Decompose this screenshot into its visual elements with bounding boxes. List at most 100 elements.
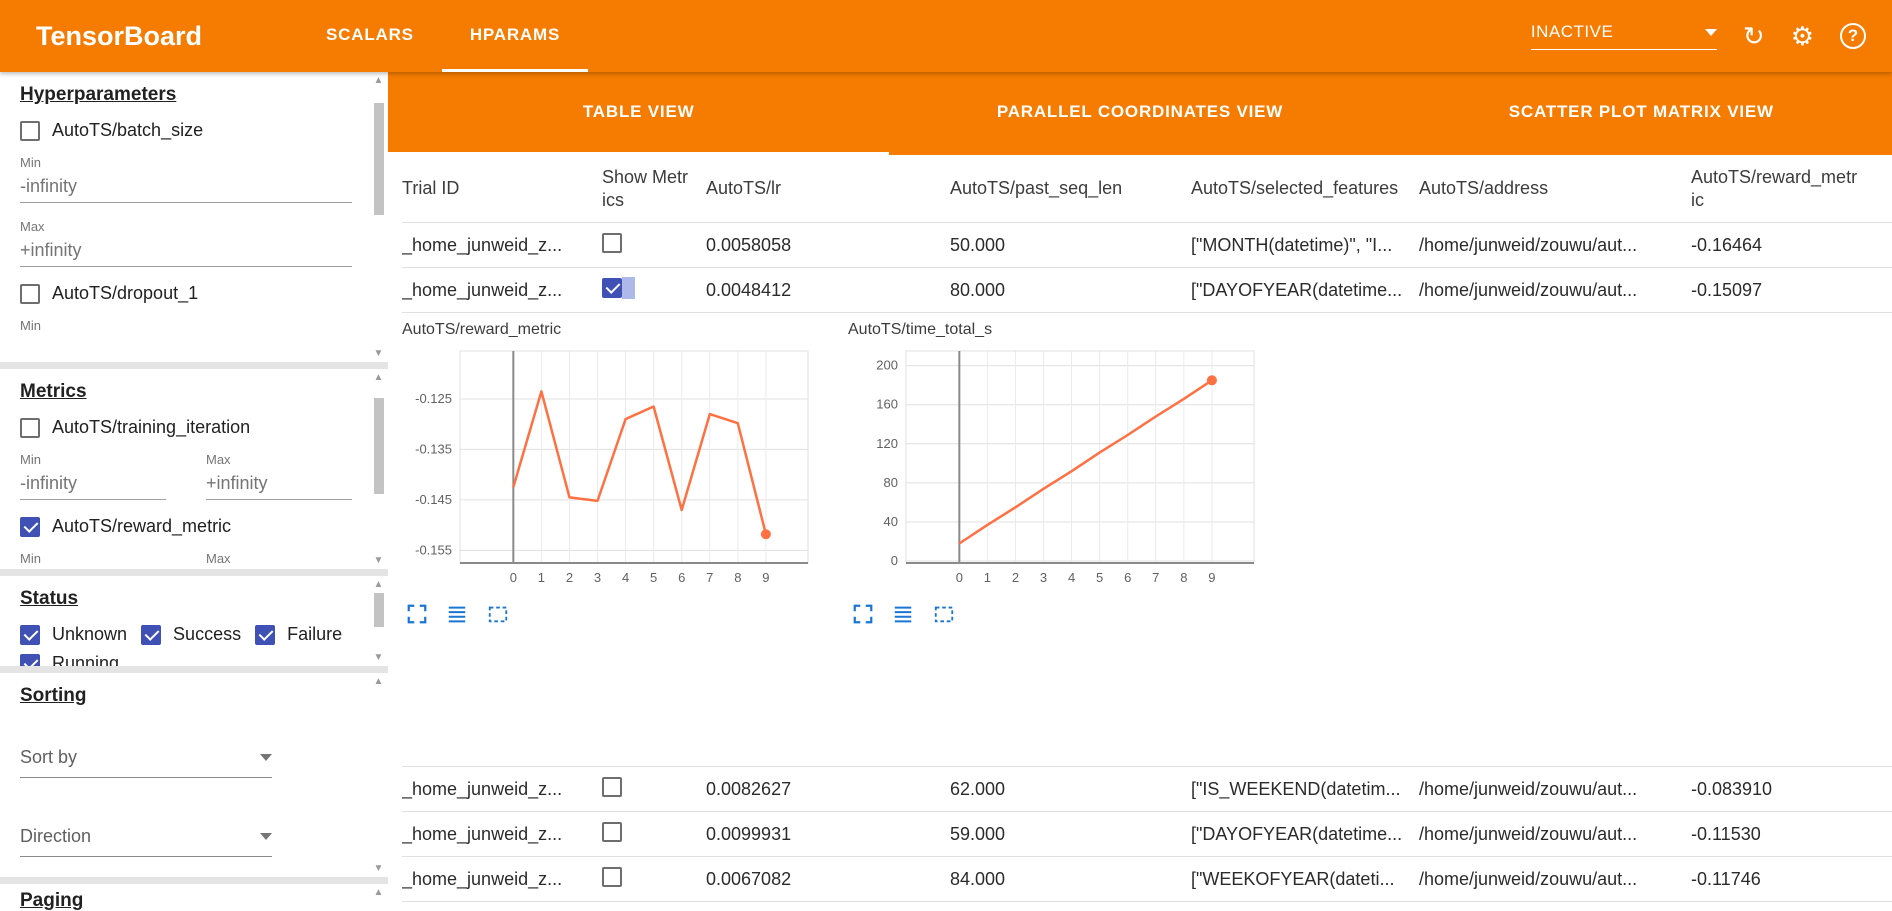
scroll-down-icon[interactable]: ▼ bbox=[373, 863, 384, 874]
hparam-row-dropout-1[interactable]: AutoTS/dropout_1 bbox=[20, 283, 368, 304]
past-seq-len-cell: 50.000 bbox=[950, 234, 1006, 255]
max-label: Max bbox=[206, 452, 231, 467]
scrollbar[interactable]: ▲ ▼ bbox=[371, 75, 386, 359]
log-scale-lines-icon[interactable] bbox=[892, 603, 914, 625]
checkbox-label: AutoTS/batch_size bbox=[52, 120, 204, 140]
chart-actions bbox=[406, 603, 834, 625]
fit-domain-dashed-box-icon[interactable] bbox=[486, 603, 510, 625]
scrollbar[interactable]: ▲ ▼ bbox=[371, 372, 386, 566]
scroll-down-icon[interactable]: ▼ bbox=[373, 348, 384, 359]
settings-gear-icon[interactable]: ⚙ bbox=[1790, 21, 1814, 51]
address-cell: /home/junweid/zouwu/aut... bbox=[1419, 279, 1638, 300]
min-input[interactable]: -infinity bbox=[20, 473, 166, 500]
tab-hparams[interactable]: HPARAMS bbox=[441, 0, 589, 72]
direction-label: Direction bbox=[20, 826, 92, 846]
scroll-up-icon[interactable]: ▲ bbox=[373, 372, 384, 383]
chart-title: AutoTS/time_total_s bbox=[848, 321, 993, 338]
fit-domain-dashed-box-icon[interactable] bbox=[932, 603, 956, 625]
table-row: _home_junweid_z... 0.0067082 84.000 ["WE… bbox=[402, 857, 1892, 902]
status-title: Status bbox=[20, 588, 79, 609]
scrollbar[interactable]: ▲ bbox=[371, 887, 386, 911]
refresh-icon[interactable]: ↻ bbox=[1742, 21, 1765, 51]
metric-row-training-iteration[interactable]: AutoTS/training_iteration bbox=[20, 417, 368, 438]
tab-scalars[interactable]: SCALARS bbox=[326, 24, 414, 44]
column-header-lr: AutoTS/lr bbox=[706, 178, 782, 199]
svg-text:1: 1 bbox=[538, 570, 545, 585]
help-icon[interactable]: ? bbox=[1840, 23, 1866, 49]
past-seq-len-cell: 80.000 bbox=[950, 279, 1006, 300]
expand-icon[interactable] bbox=[852, 603, 874, 625]
log-scale-lines-icon[interactable] bbox=[446, 603, 468, 625]
tab-scatter-plot-matrix-view[interactable]: SCATTER PLOT MATRIX VIEW bbox=[1508, 102, 1774, 121]
checkbox-icon[interactable] bbox=[20, 283, 40, 304]
selected-features-cell: ["WEEKOFYEAR(dateti... bbox=[1191, 868, 1395, 889]
trial-id-cell: _home_junweid_z... bbox=[402, 868, 563, 889]
lr-cell: 0.0048412 bbox=[706, 279, 792, 300]
view-tabs: TABLE VIEW PARALLEL COORDINATES VIEW SCA… bbox=[388, 72, 1892, 155]
scroll-up-icon[interactable]: ▲ bbox=[373, 75, 384, 86]
status-row-failure[interactable]: Failure bbox=[255, 624, 342, 645]
svg-text:6: 6 bbox=[678, 570, 685, 585]
max-input[interactable]: +infinity bbox=[20, 240, 352, 267]
scroll-thumb[interactable] bbox=[374, 103, 384, 215]
checkbox-label: Running bbox=[52, 653, 120, 666]
status-row-running[interactable]: Running bbox=[20, 653, 119, 666]
chevron-down-icon bbox=[260, 754, 272, 761]
lr-cell: 0.0099931 bbox=[706, 823, 792, 844]
scroll-up-icon[interactable]: ▲ bbox=[373, 676, 384, 687]
scroll-up-icon[interactable]: ▲ bbox=[373, 887, 384, 898]
hparam-row-batch-size[interactable]: AutoTS/batch_size bbox=[20, 120, 368, 141]
scroll-up-icon[interactable]: ▲ bbox=[373, 579, 384, 590]
checkbox-icon[interactable] bbox=[20, 653, 40, 666]
show-metrics-checkbox[interactable] bbox=[602, 278, 622, 298]
past-seq-len-cell: 62.000 bbox=[950, 778, 1006, 799]
lr-cell: 0.0082627 bbox=[706, 778, 792, 799]
scroll-down-icon[interactable]: ▼ bbox=[373, 555, 384, 566]
show-metrics-checkbox[interactable] bbox=[602, 821, 622, 842]
reward-metric-line-chart[interactable]: -0.125 -0.135 -0.145 -0.155 0 1 2 3 4 5 6 7 8 9 bbox=[402, 341, 822, 593]
direction-dropdown[interactable]: Direction bbox=[20, 826, 272, 857]
checkbox-icon[interactable] bbox=[20, 120, 40, 141]
checkbox-icon[interactable] bbox=[255, 624, 276, 645]
table-row: _home_junweid_z... 0.0048412 80.000 ["DA… bbox=[402, 268, 1892, 313]
sort-by-dropdown[interactable]: Sort by bbox=[20, 747, 272, 778]
past-seq-len-cell: 84.000 bbox=[950, 868, 1006, 889]
expand-icon[interactable] bbox=[406, 603, 428, 625]
reward-metric-cell: -0.083910 bbox=[1691, 778, 1773, 799]
max-input[interactable]: +infinity bbox=[206, 473, 352, 500]
scroll-thumb[interactable] bbox=[374, 398, 384, 494]
status-row-unknown[interactable]: Unknown bbox=[20, 624, 127, 645]
chevron-down-icon bbox=[260, 833, 272, 840]
checkbox-icon[interactable] bbox=[20, 516, 40, 537]
scroll-thumb[interactable] bbox=[374, 593, 384, 627]
scrollbar[interactable]: ▲ ▼ bbox=[371, 676, 386, 874]
tab-table-view[interactable]: TABLE VIEW bbox=[388, 72, 890, 155]
show-metrics-checkbox[interactable] bbox=[602, 776, 622, 797]
status-panel: Status Unknown Success Failure Running bbox=[0, 576, 388, 666]
checkbox-icon[interactable] bbox=[20, 417, 40, 438]
reward-metric-chart-block: AutoTS/reward_metric -0.125 -0.135 -0.145-… bbox=[402, 321, 834, 625]
checkbox-icon[interactable] bbox=[141, 624, 162, 645]
checkbox-icon[interactable] bbox=[20, 624, 40, 645]
selected-features-cell: ["IS_WEEKEND(datetim... bbox=[1191, 778, 1401, 799]
checkbox-label: AutoTS/dropout_1 bbox=[52, 283, 199, 303]
expanded-metrics-charts: AutoTS/reward_metric -0.125 -0.135 -0.145-… bbox=[402, 313, 1892, 767]
show-metrics-checkbox[interactable] bbox=[602, 866, 622, 887]
scrollbar[interactable]: ▲ ▼ bbox=[371, 579, 386, 663]
max-label: Max bbox=[20, 219, 45, 234]
show-metrics-checkbox[interactable] bbox=[602, 232, 622, 253]
paging-title: Paging bbox=[20, 890, 84, 911]
svg-text:3: 3 bbox=[594, 570, 601, 585]
table-row: _home_junweid_z... 0.0082627 62.000 ["IS… bbox=[402, 767, 1892, 812]
scroll-down-icon[interactable]: ▼ bbox=[373, 652, 384, 663]
svg-text:-0.145: -0.145 bbox=[415, 492, 452, 507]
min-input[interactable]: -infinity bbox=[20, 176, 352, 203]
min-label: Min bbox=[20, 155, 41, 170]
tab-parallel-coordinates-view[interactable]: PARALLEL COORDINATES VIEW bbox=[996, 102, 1284, 121]
time-total-line-chart[interactable]: 0 40 80 120 160 200 0 1 2 3 4 5 6 7 8 9 bbox=[848, 341, 1268, 593]
status-row-success[interactable]: Success bbox=[141, 624, 241, 645]
address-cell: /home/junweid/zouwu/aut... bbox=[1419, 234, 1638, 255]
metric-row-reward-metric[interactable]: AutoTS/reward_metric bbox=[20, 516, 368, 537]
run-status-dropdown[interactable]: INACTIVE bbox=[1530, 22, 1717, 50]
past-seq-len-cell: 59.000 bbox=[950, 823, 1006, 844]
